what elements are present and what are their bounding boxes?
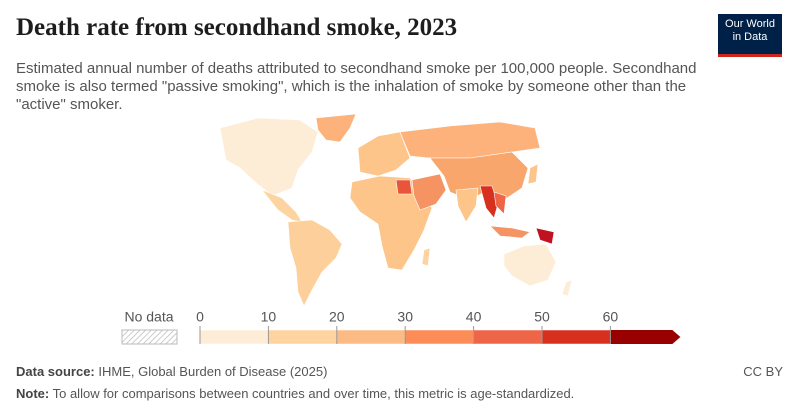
- subtitle: Estimated annual number of deaths attrib…: [16, 60, 697, 113]
- logo[interactable]: Our World in Data: [718, 14, 782, 57]
- indonesia: [489, 225, 531, 239]
- legend-tick-label: 40: [466, 309, 482, 325]
- australia: [503, 243, 557, 287]
- central-america: [261, 189, 303, 223]
- legend-bin: [473, 329, 543, 345]
- india: [455, 187, 479, 223]
- countries: [219, 113, 573, 307]
- legend-bin: [541, 329, 611, 345]
- new-zealand: [561, 279, 573, 297]
- source: Data source: IHME, Global Burden of Dise…: [16, 364, 327, 379]
- russia: [399, 121, 541, 159]
- legend-bin: [268, 329, 338, 345]
- note-text: To allow for comparisons between countri…: [52, 386, 575, 401]
- legend-bin: [336, 329, 406, 345]
- egypt: [395, 179, 413, 195]
- source-text: IHME, Global Burden of Disease (2025): [98, 364, 328, 379]
- legend-bin: [404, 329, 474, 345]
- legend-bin: [610, 330, 681, 344]
- greenland: [315, 113, 357, 143]
- myanmar: [479, 185, 499, 219]
- no-data-label: No data: [124, 309, 173, 325]
- legend-tick-label: 20: [329, 309, 345, 325]
- legend-tick-label: 0: [196, 309, 204, 325]
- legend-tick-label: 30: [397, 309, 413, 325]
- legend-tick-label: 60: [603, 309, 619, 325]
- note: Note: To allow for comparisons between c…: [16, 386, 574, 401]
- central-asia: [429, 151, 529, 201]
- title: Death rate from secondhand smoke, 2023: [16, 14, 458, 41]
- logo-line: Our World: [725, 18, 775, 30]
- no-data-swatch: [121, 329, 178, 345]
- north-america: [219, 117, 319, 197]
- japan: [527, 163, 539, 185]
- legend-tick-label: 10: [261, 309, 277, 325]
- south-america: [287, 219, 343, 307]
- madagascar: [421, 247, 431, 267]
- legend-tick-label: 50: [534, 309, 550, 325]
- indochina: [493, 191, 507, 215]
- license: CC BY: [743, 364, 783, 379]
- logo-line: in Data: [732, 31, 768, 43]
- papua-new-guinea: [535, 227, 555, 245]
- source-label: Data source:: [16, 364, 95, 379]
- note-label: Note:: [16, 386, 50, 401]
- legend-bin: [199, 329, 269, 345]
- middle-east: [411, 173, 447, 211]
- europe: [357, 131, 411, 177]
